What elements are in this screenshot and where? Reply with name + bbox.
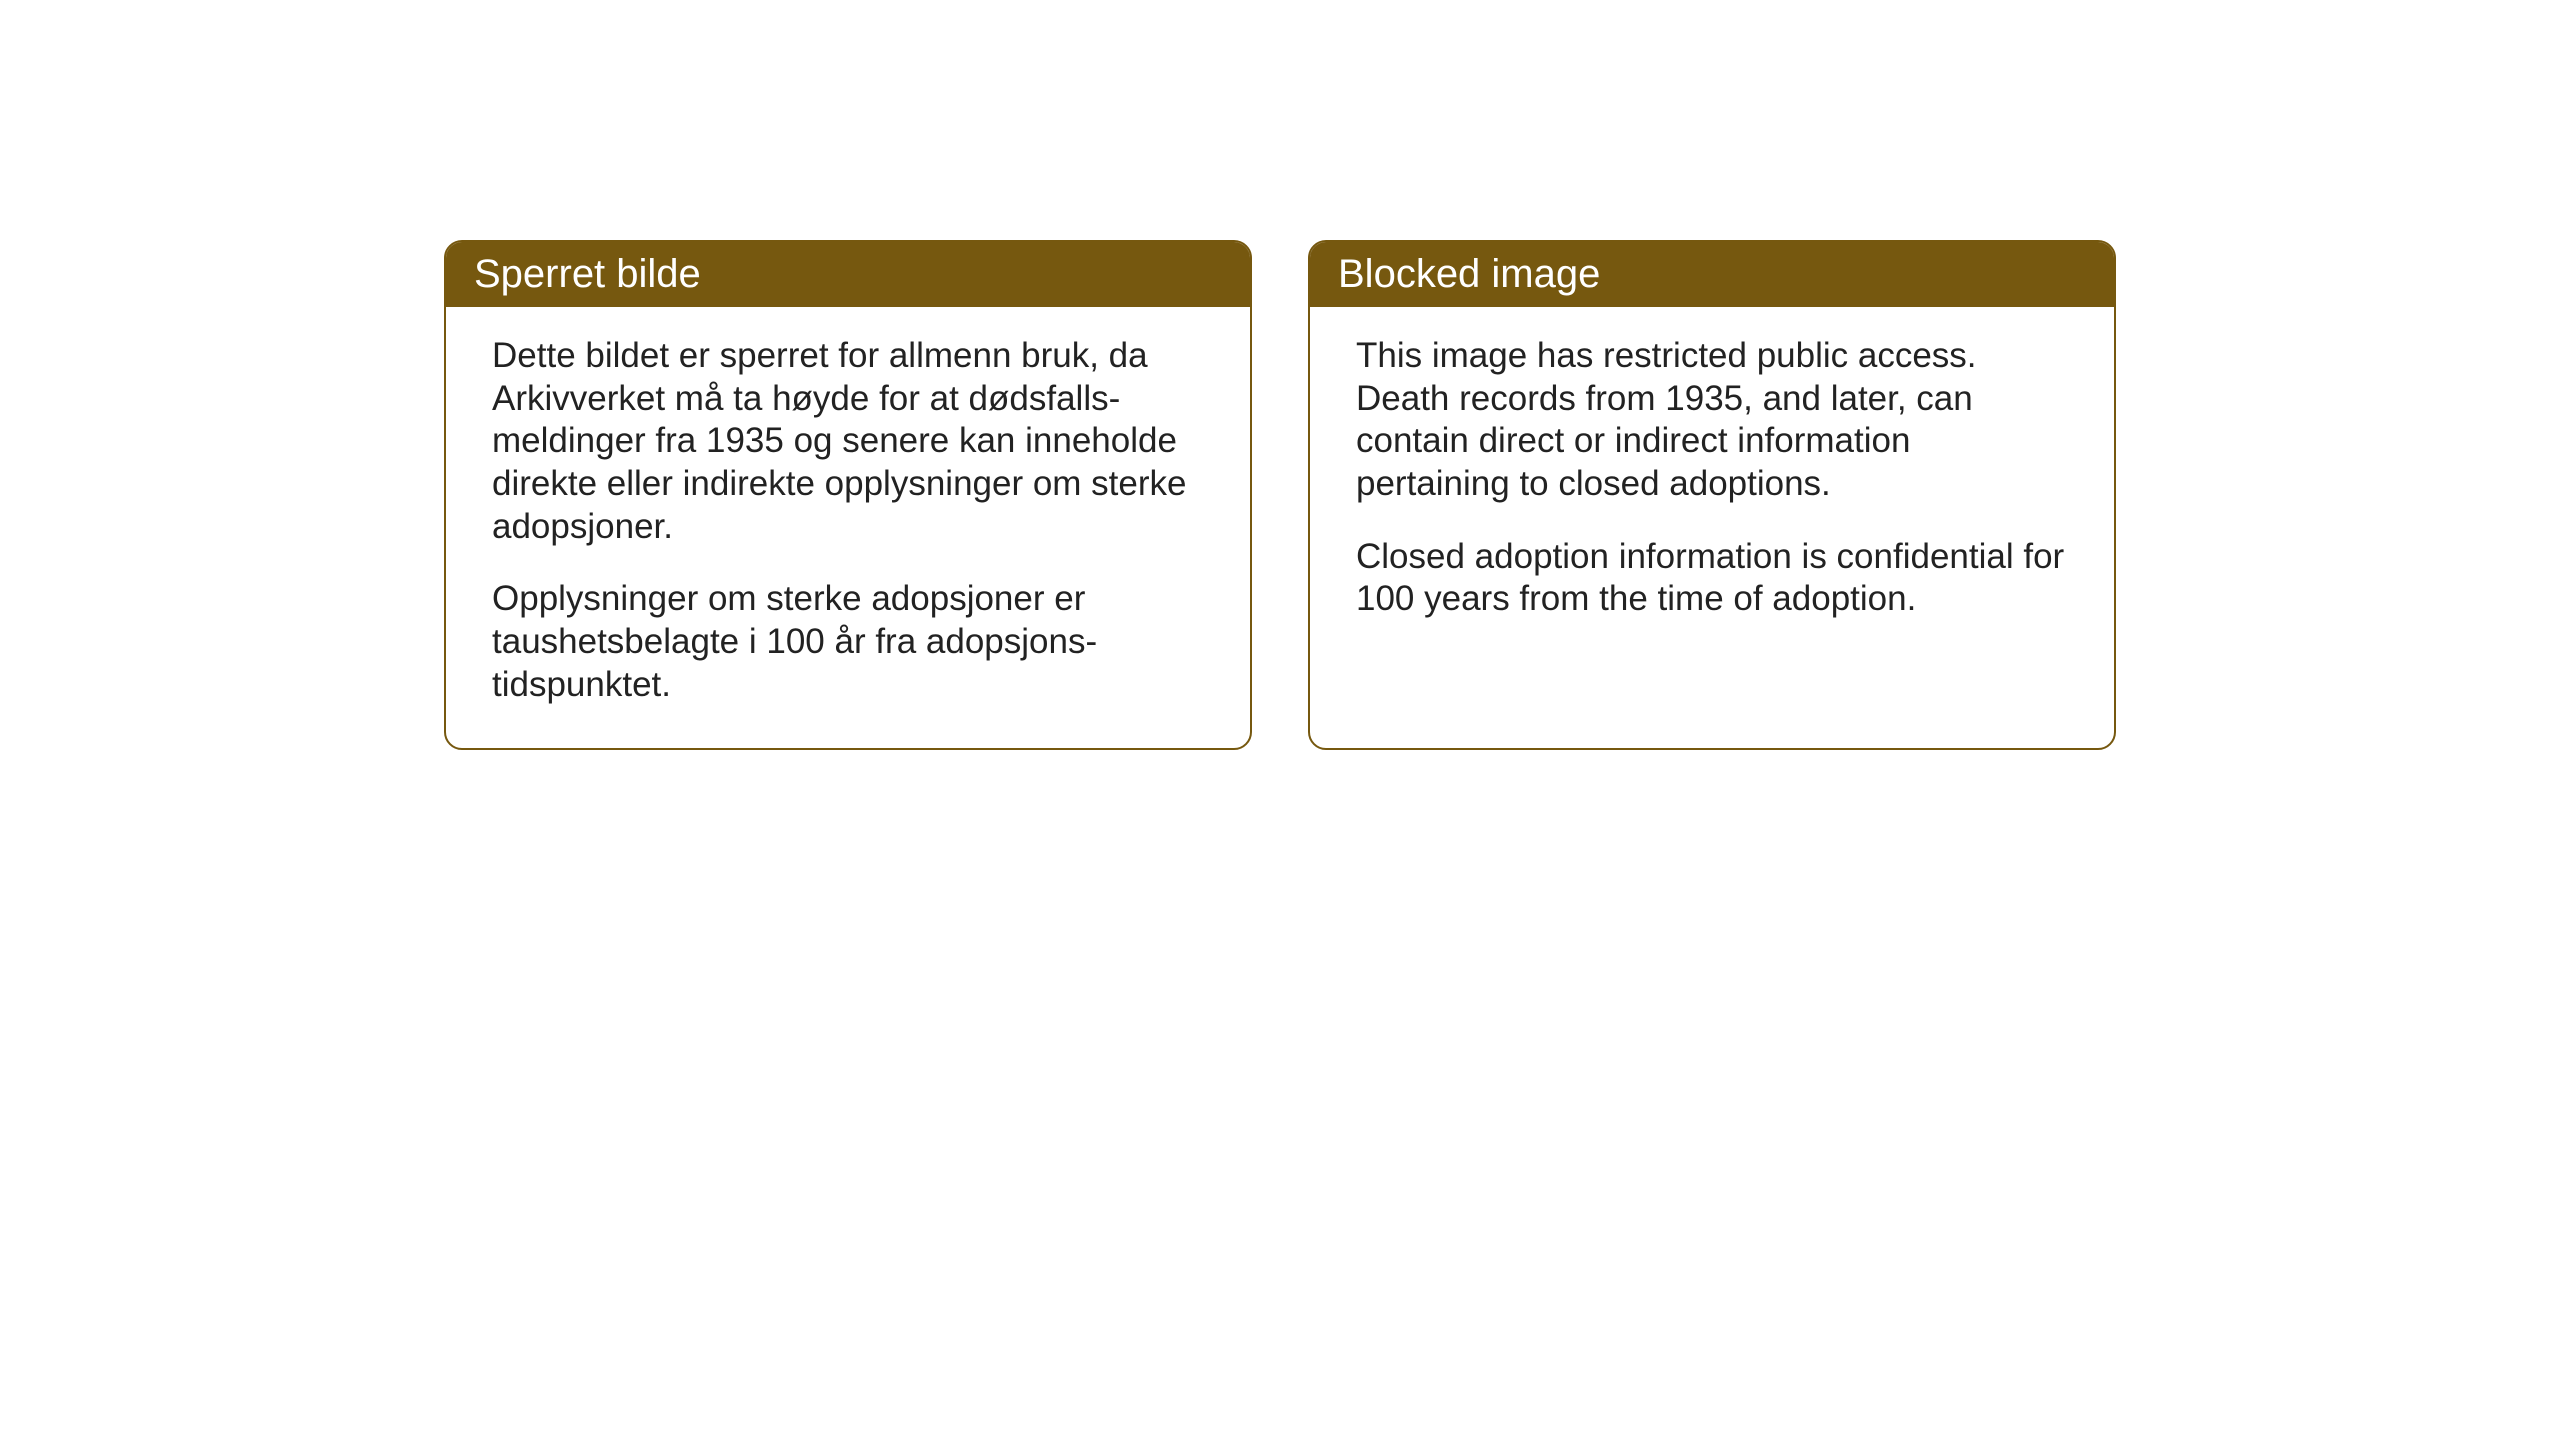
card-body-norwegian: Dette bildet er sperret for allmenn bruk… xyxy=(446,307,1250,745)
card-paragraph: Dette bildet er sperret for allmenn bruk… xyxy=(492,335,1204,548)
card-title-english: Blocked image xyxy=(1338,252,1600,296)
notice-card-norwegian: Sperret bilde Dette bildet er sperret fo… xyxy=(444,240,1252,750)
card-paragraph: This image has restricted public access.… xyxy=(1356,335,2068,506)
notice-container: Sperret bilde Dette bildet er sperret fo… xyxy=(444,240,2116,750)
card-header-norwegian: Sperret bilde xyxy=(446,242,1250,307)
card-paragraph: Closed adoption information is confident… xyxy=(1356,536,2068,621)
card-body-english: This image has restricted public access.… xyxy=(1310,307,2114,659)
card-title-norwegian: Sperret bilde xyxy=(474,252,701,296)
card-header-english: Blocked image xyxy=(1310,242,2114,307)
notice-card-english: Blocked image This image has restricted … xyxy=(1308,240,2116,750)
card-paragraph: Opplysninger om sterke adopsjoner er tau… xyxy=(492,578,1204,706)
